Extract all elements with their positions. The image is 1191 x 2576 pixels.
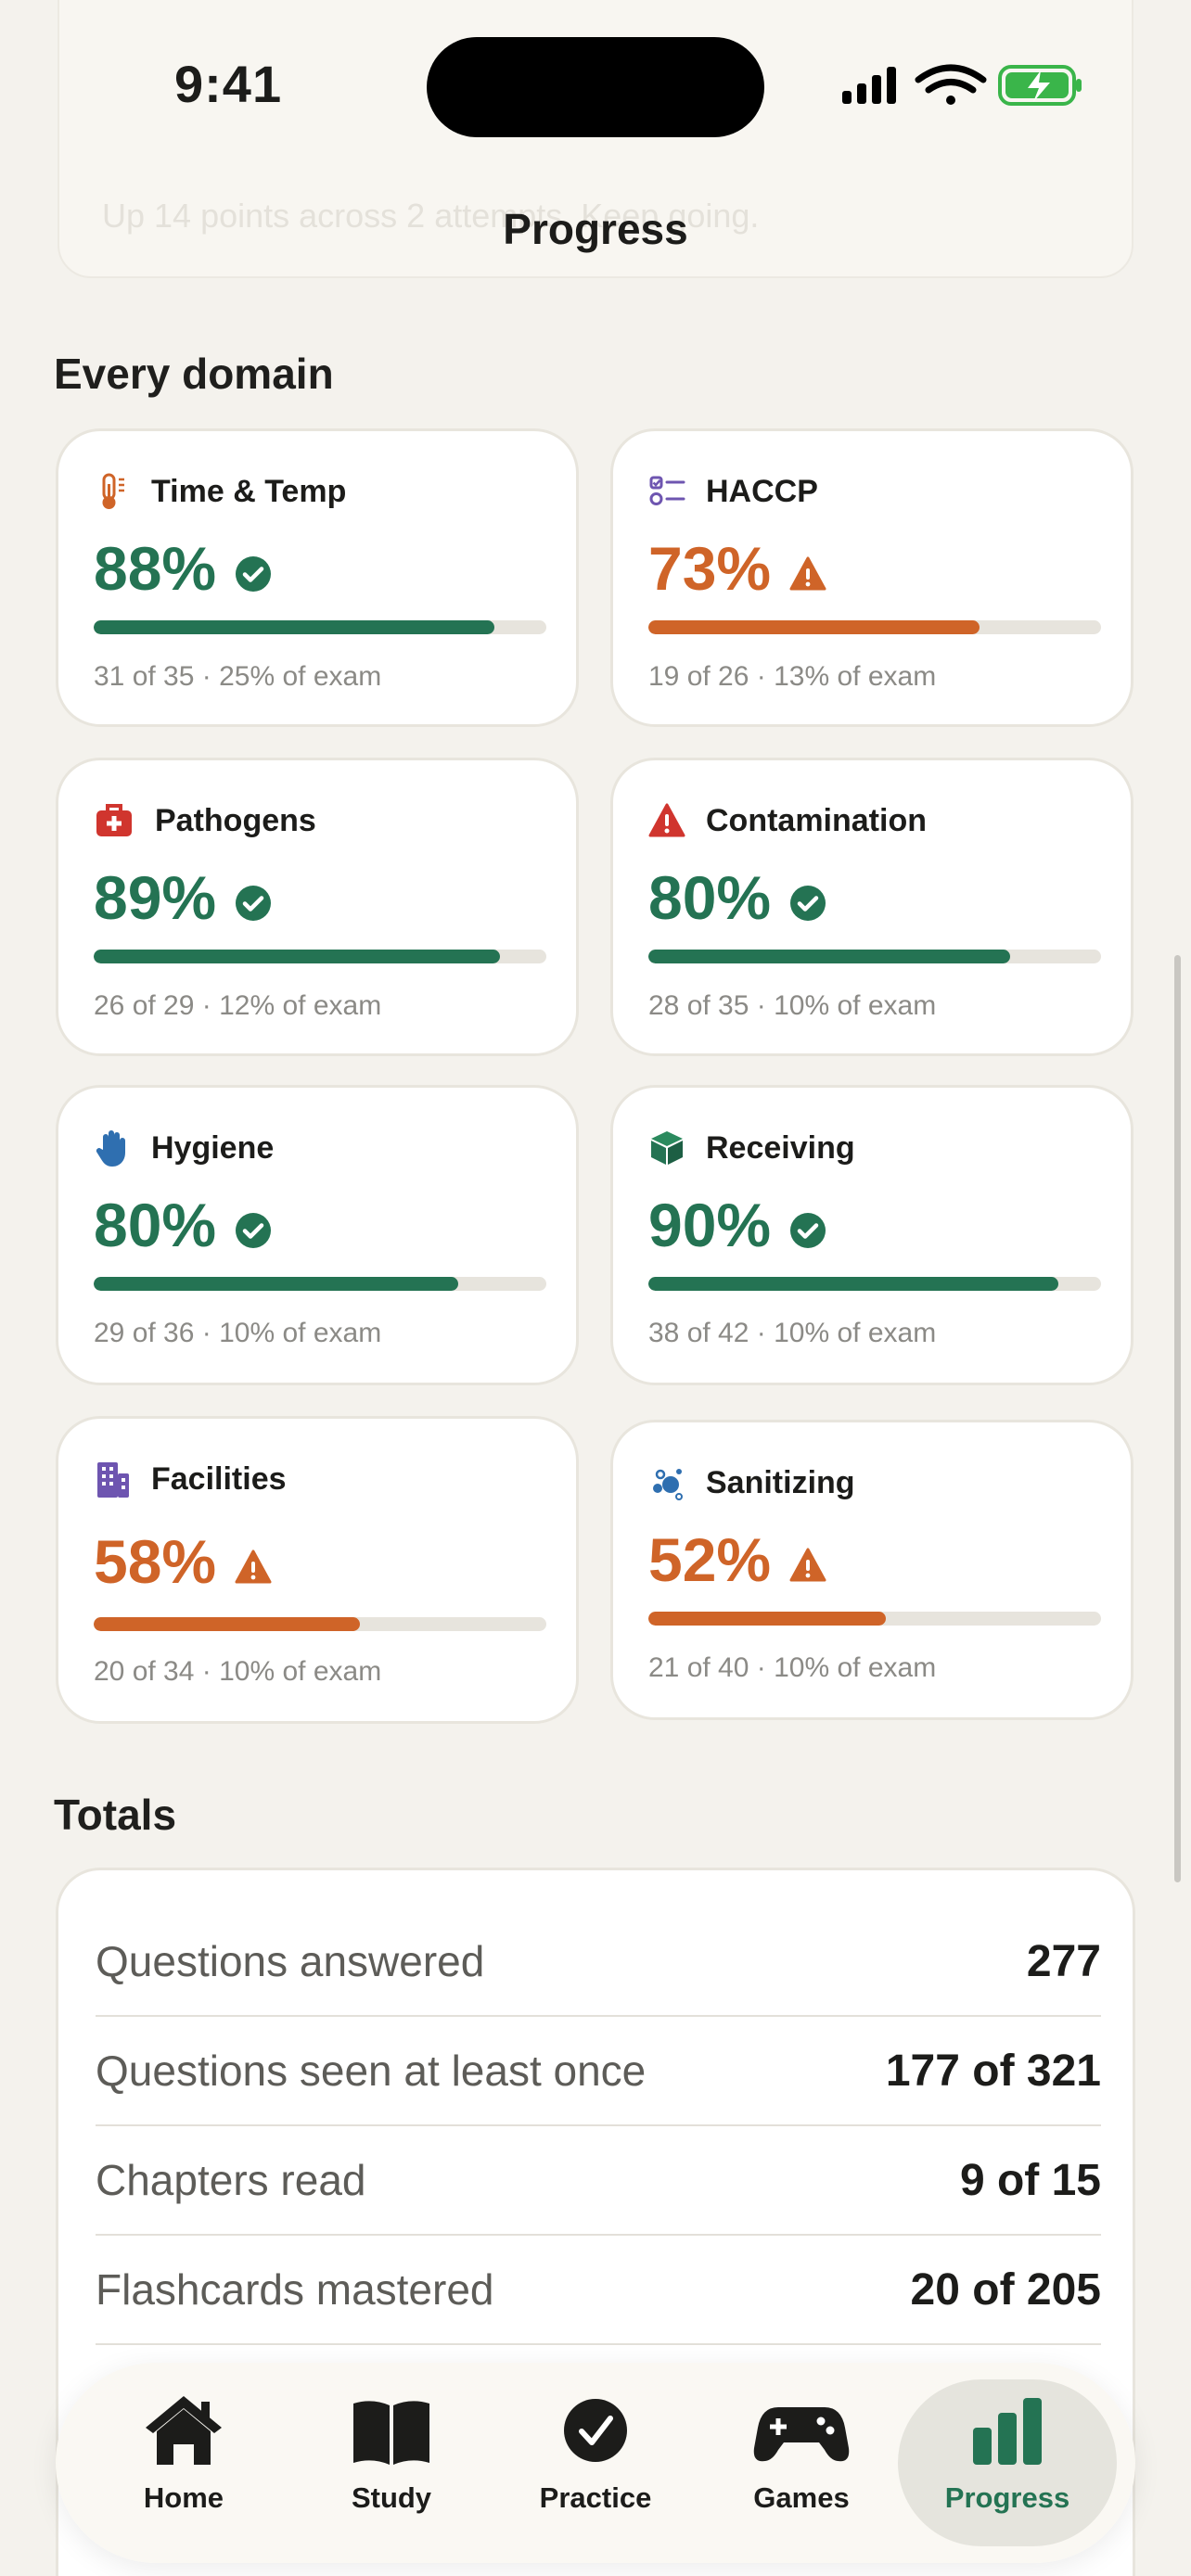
domain-progress-bar <box>648 620 1101 634</box>
domain-percent: 88% <box>94 534 217 603</box>
domain-name: Time & Temp <box>151 473 347 509</box>
tab-label: Games <box>753 2481 850 2514</box>
box-icon <box>651 1131 683 1165</box>
domain-card-receiving[interactable]: Receiving 90% 38 of 42 · 10% of exam <box>610 1085 1133 1385</box>
domain-percent: 80% <box>648 863 772 932</box>
warning-triangle-icon <box>648 803 685 837</box>
totals-value: 9 of 15 <box>959 2155 1101 2205</box>
signal-icon <box>842 67 896 104</box>
domain-detail: 20 of 34 · 10% of exam <box>94 1656 382 1687</box>
check-badge-icon <box>236 556 272 592</box>
domain-name: Hygiene <box>151 1129 275 1166</box>
section-title-domains: Every domain <box>54 350 334 398</box>
domain-detail: 26 of 29 · 12% of exam <box>94 990 382 1021</box>
tab-study[interactable]: Study <box>282 2379 501 2546</box>
domain-name: Contamination <box>706 802 927 838</box>
totals-label: Questions seen at least once <box>96 2047 647 2095</box>
tab-progress[interactable]: Progress <box>898 2379 1117 2546</box>
checklist-icon <box>649 476 685 505</box>
tab-label: Progress <box>944 2481 1070 2514</box>
domain-card-facilities[interactable]: Facilities 58% 20 of 34 · 10% of exam <box>56 1416 579 1724</box>
domain-detail: 31 of 35 · 25% of exam <box>94 661 382 692</box>
domain-card-sanitizing[interactable]: Sanitizing 52% 21 of 40 · 10% of exam <box>610 1420 1133 1720</box>
totals-value: 20 of 205 <box>910 2264 1101 2315</box>
check-badge-icon <box>790 886 826 921</box>
domain-detail: 21 of 40 · 10% of exam <box>648 1652 937 1683</box>
domain-progress-bar <box>94 950 546 963</box>
domain-detail: 28 of 35 · 10% of exam <box>648 990 937 1021</box>
totals-row: Chapters read 9 of 15 <box>96 2126 1101 2236</box>
domain-percent: 73% <box>648 534 772 603</box>
domain-progress-bar <box>648 1277 1101 1291</box>
thermometer-icon <box>102 473 124 509</box>
hand-icon <box>96 1130 125 1167</box>
previous-summary-text: Up 14 points across 2 attempts. Keep goi… <box>102 197 760 235</box>
totals-label: Questions answered <box>96 1937 485 1985</box>
battery-charging-icon <box>998 65 1082 106</box>
domain-percent: 89% <box>94 863 217 932</box>
totals-label: Chapters read <box>96 2156 366 2204</box>
domain-percent: 80% <box>94 1191 217 1259</box>
warning-badge-icon <box>789 1548 826 1582</box>
bar-chart-icon <box>973 2398 1042 2465</box>
page-title: Progress <box>503 205 688 253</box>
check-badge-icon <box>236 886 272 921</box>
domain-name: Pathogens <box>155 802 316 838</box>
warning-badge-icon <box>789 556 826 591</box>
domain-progress-bar <box>648 950 1101 963</box>
scrollbar[interactable] <box>1174 955 1181 1882</box>
totals-row: Flashcards mastered 20 of 205 <box>96 2236 1101 2345</box>
gamepad-icon <box>753 2407 850 2462</box>
medkit-icon <box>96 804 132 836</box>
dynamic-island <box>427 37 764 137</box>
domain-card-haccp[interactable]: HACCP 73% 19 of 26 · 13% of exam <box>610 428 1133 727</box>
tab-games[interactable]: Games <box>692 2379 911 2546</box>
domain-name: Facilities <box>151 1460 287 1497</box>
totals-row: Questions seen at least once 177 of 321 <box>96 2017 1101 2126</box>
tab-practice[interactable]: Practice <box>486 2379 705 2546</box>
check-badge-icon <box>790 1213 826 1248</box>
domain-card-contamination[interactable]: Contamination 80% 28 of 35 · 10% of exam <box>610 758 1133 1056</box>
tab-label: Practice <box>539 2481 652 2514</box>
status-time: 9:41 <box>174 55 283 113</box>
book-icon <box>353 2401 429 2465</box>
domain-detail: 29 of 36 · 10% of exam <box>94 1318 382 1348</box>
status-bar: 9:41 <box>0 0 1191 176</box>
domain-percent: 90% <box>648 1191 772 1259</box>
domain-card-time-temp[interactable]: Time & Temp 88% 31 of 35 · 25% of exam <box>56 428 579 727</box>
domain-percent: 58% <box>94 1527 217 1596</box>
totals-value: 277 <box>1026 1936 1101 1986</box>
checkmark-circle-icon <box>564 2399 627 2462</box>
domain-percent: 52% <box>648 1525 772 1594</box>
domain-card-hygiene[interactable]: Hygiene 80% 29 of 36 · 10% of exam <box>56 1085 579 1385</box>
tab-bar: Home Study Practice Games Progress <box>56 2363 1135 2563</box>
domain-progress-bar <box>94 1277 546 1291</box>
domain-detail: 19 of 26 · 13% of exam <box>648 661 937 692</box>
house-icon <box>146 2396 222 2465</box>
domain-progress-bar <box>94 1617 546 1631</box>
domain-detail: 38 of 42 · 10% of exam <box>648 1318 937 1348</box>
wifi-icon <box>915 64 987 105</box>
tab-label: Home <box>143 2481 224 2514</box>
totals-label: Flashcards mastered <box>96 2265 494 2314</box>
tab-label: Study <box>351 2481 432 2514</box>
domain-progress-bar <box>648 1612 1101 1626</box>
totals-value: 177 of 321 <box>885 2046 1101 2096</box>
warning-badge-icon <box>235 1549 272 1584</box>
domain-name: Receiving <box>706 1129 855 1166</box>
domain-card-pathogens[interactable]: Pathogens 89% 26 of 29 · 12% of exam <box>56 758 579 1056</box>
bubbles-icon <box>653 1469 683 1500</box>
tab-home[interactable]: Home <box>74 2379 293 2546</box>
building-icon <box>97 1462 129 1498</box>
totals-row: Questions answered 277 <box>96 1907 1101 2017</box>
section-title-totals: Totals <box>54 1791 177 1839</box>
domain-progress-bar <box>94 620 546 634</box>
check-badge-icon <box>236 1213 272 1248</box>
status-icons <box>842 64 1082 106</box>
domain-name: Sanitizing <box>706 1464 855 1500</box>
domain-name: HACCP <box>706 473 818 509</box>
